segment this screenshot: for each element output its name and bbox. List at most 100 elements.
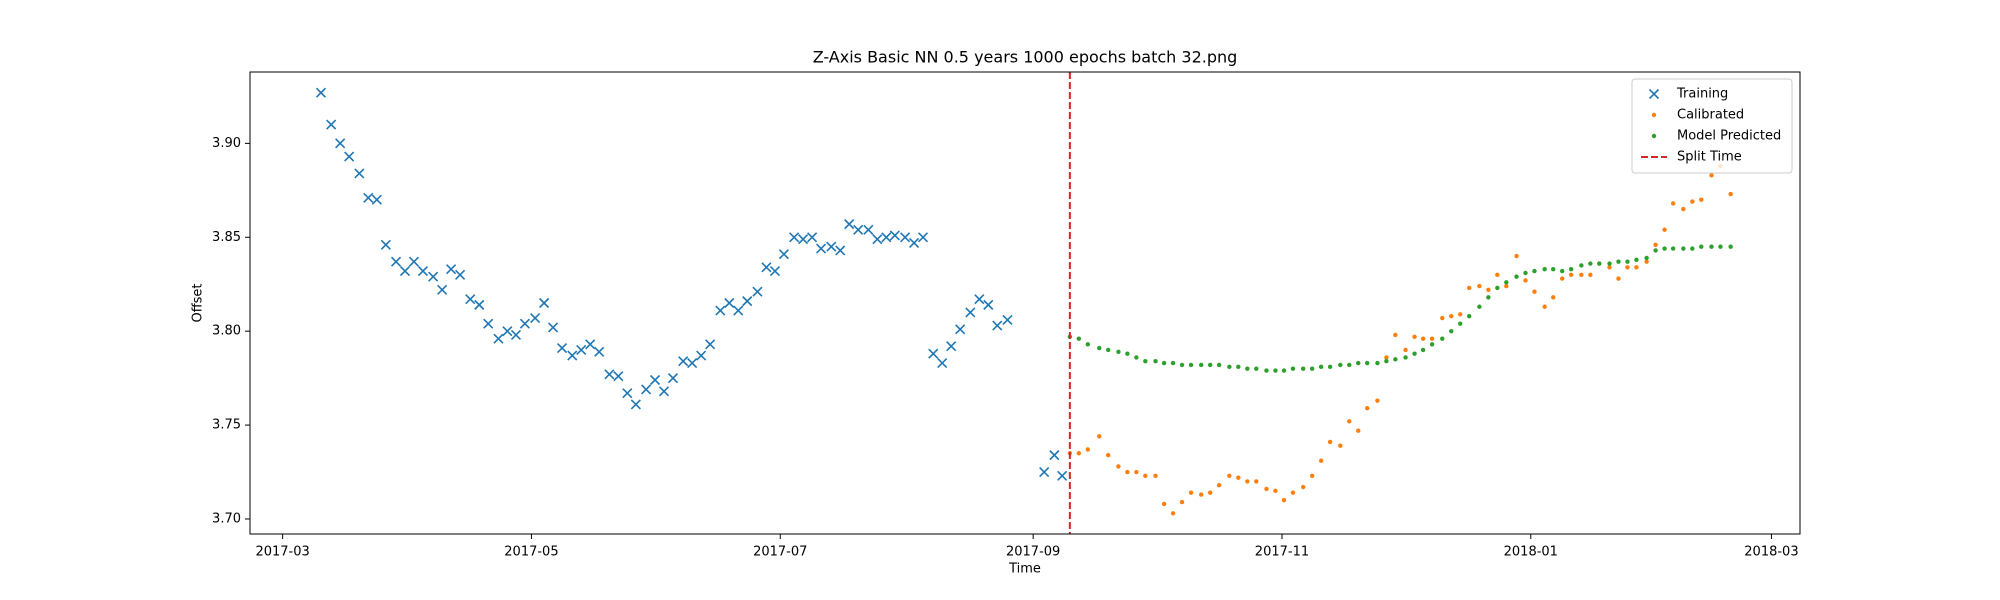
point — [1477, 283, 1482, 289]
point — [1699, 197, 1704, 202]
training-point — [530, 312, 541, 324]
point — [1588, 261, 1593, 266]
point — [1486, 287, 1491, 293]
point — [1559, 268, 1565, 274]
training-point — [1039, 466, 1050, 478]
point — [1412, 351, 1417, 356]
training-point — [417, 266, 429, 277]
point — [1523, 278, 1528, 283]
point — [1504, 283, 1509, 289]
point — [1125, 469, 1130, 475]
legend-marker — [1651, 133, 1657, 139]
point — [1393, 357, 1398, 362]
point — [1653, 242, 1658, 247]
training-point — [696, 350, 707, 361]
point — [1290, 490, 1296, 495]
point — [1188, 362, 1194, 368]
point — [1216, 482, 1222, 488]
training-point — [585, 339, 596, 350]
point — [1429, 342, 1435, 347]
point — [1125, 351, 1130, 356]
training-point — [889, 230, 900, 241]
point — [1542, 266, 1547, 272]
point — [1236, 364, 1241, 370]
training-point — [519, 318, 530, 329]
training-point — [917, 232, 929, 243]
point — [1403, 355, 1408, 360]
x-tick-label: 2018-01 — [1504, 545, 1558, 560]
training-point — [983, 299, 994, 310]
training-point — [667, 373, 679, 384]
point — [1309, 473, 1315, 478]
point — [1681, 206, 1686, 212]
x-tick-label: 2017-05 — [504, 545, 558, 560]
point — [1199, 492, 1204, 497]
y-axis-label: Offset — [191, 283, 206, 322]
point — [1254, 479, 1259, 484]
training-point — [872, 234, 883, 245]
point — [1625, 259, 1630, 264]
point — [1300, 366, 1306, 371]
point — [1568, 272, 1574, 278]
training-point — [437, 284, 448, 295]
point — [1559, 276, 1565, 281]
training-point — [955, 324, 966, 335]
training-point — [344, 151, 355, 162]
point — [1153, 473, 1158, 478]
training-point — [371, 194, 382, 205]
plot-frame — [249, 71, 1801, 535]
training-point — [826, 241, 837, 252]
training-point — [622, 388, 633, 399]
point — [1449, 313, 1454, 319]
point — [1568, 266, 1574, 272]
y-tick-label: 3.90 — [212, 136, 241, 151]
point — [1681, 246, 1686, 251]
training-point — [687, 358, 698, 369]
y-tick-label: 3.70 — [212, 511, 241, 526]
point — [1338, 362, 1343, 368]
point — [1644, 259, 1649, 264]
point — [1514, 253, 1519, 259]
training-point — [399, 266, 411, 277]
legend-label: Model Predicted — [1677, 129, 1781, 144]
training-point — [455, 269, 466, 280]
training-point — [613, 371, 624, 382]
training-point — [408, 256, 420, 267]
point — [1420, 336, 1426, 341]
point — [1728, 244, 1733, 249]
training-point — [844, 219, 855, 230]
point — [1264, 486, 1269, 492]
training-point — [428, 271, 439, 282]
point — [1085, 342, 1091, 347]
point — [1170, 360, 1176, 366]
training-point — [724, 297, 735, 309]
training-point — [326, 119, 337, 130]
training-point — [778, 249, 789, 260]
y-tick-label: 3.75 — [212, 418, 241, 433]
point — [1097, 434, 1102, 439]
point — [1384, 355, 1389, 360]
point — [1085, 447, 1091, 452]
point — [1625, 265, 1630, 270]
point — [1551, 295, 1556, 300]
legend-label: Calibrated — [1677, 108, 1744, 123]
training-point — [502, 326, 513, 337]
point — [1412, 334, 1417, 340]
point — [1375, 360, 1380, 366]
point — [1486, 295, 1491, 300]
training-point — [539, 297, 550, 309]
legend-marker — [1651, 112, 1657, 118]
training-point — [594, 346, 605, 357]
training-point — [705, 339, 716, 350]
point — [1429, 336, 1435, 341]
point — [1356, 360, 1361, 366]
training-point — [937, 358, 948, 369]
training-point — [315, 87, 327, 98]
training-point — [390, 256, 402, 267]
point — [1579, 272, 1584, 278]
point — [1375, 398, 1380, 403]
point — [1579, 263, 1584, 268]
point — [1420, 347, 1426, 353]
